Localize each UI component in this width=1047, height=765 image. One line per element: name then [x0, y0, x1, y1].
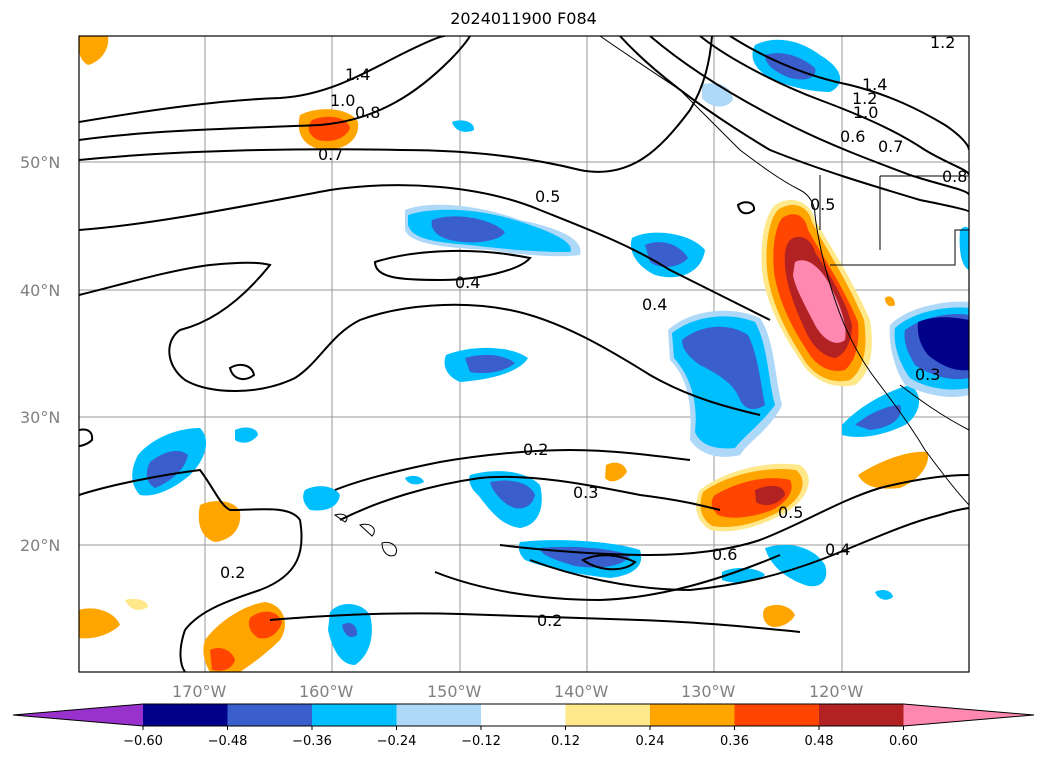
colorbar-extend-min: [13, 704, 143, 726]
colorbar-segment: [227, 704, 313, 726]
lat-label: 50°N: [20, 153, 60, 172]
contour-label: 0.5: [810, 195, 835, 214]
colorbar-tick-label: 0.12: [551, 734, 580, 749]
colorbar-tick-label: 0.60: [889, 734, 918, 749]
longitude-labels: 170°W 160°W 150°W 140°W 130°W 120°W: [172, 682, 864, 701]
contour-label: 0.2: [537, 611, 562, 630]
colorbar-segment: [650, 704, 735, 726]
lon-label: 130°W: [681, 682, 736, 701]
colorbar-segment: [734, 704, 820, 726]
lat-label: 20°N: [20, 536, 60, 555]
lon-label: 160°W: [299, 682, 354, 701]
colorbar-segment: [565, 704, 651, 726]
negative-anomaly-areas: [132, 39, 969, 665]
map-title: 2024011900 F084: [450, 9, 597, 28]
colorbar-segment: [819, 704, 904, 726]
colorbar-tick-label: 0.48: [805, 734, 834, 749]
contour-label: 0.2: [220, 563, 245, 582]
contour-lines: [79, 36, 969, 672]
contour-label: 0.8: [355, 103, 380, 122]
colorbar-segment: [312, 704, 397, 726]
positive-anomaly-areas: [79, 36, 929, 672]
lat-label: 30°N: [20, 408, 60, 427]
contour-label: 0.3: [915, 365, 940, 384]
lon-label: 170°W: [172, 682, 227, 701]
contour-label: 0.7: [878, 137, 903, 156]
colorbar-tick-label: −0.12: [461, 734, 501, 749]
contour-label: 0.5: [535, 187, 560, 206]
colorbar-tick-label: −0.36: [292, 734, 332, 749]
contour-label: 0.5: [778, 503, 803, 522]
colorbar-tick-label: −0.24: [377, 734, 417, 749]
coastlines: [333, 36, 969, 557]
contour-label: 0.4: [825, 540, 850, 559]
contour-label: 0.7: [318, 145, 343, 164]
lat-label: 40°N: [20, 281, 60, 300]
contour-label: 1.2: [930, 33, 955, 52]
lon-label: 120°W: [809, 682, 864, 701]
contour-label: 1.2: [852, 89, 877, 108]
contour-label: 0.6: [712, 545, 737, 564]
lon-label: 150°W: [427, 682, 482, 701]
colorbar-segment: [396, 704, 482, 726]
lon-label: 140°W: [554, 682, 609, 701]
colorbar-extend-max: [903, 704, 1034, 726]
contour-label: 0.2: [523, 440, 548, 459]
map-frame: [78, 35, 970, 673]
contour-label: 0.4: [455, 273, 480, 292]
colorbar: −0.60 −0.48 −0.36 −0.24 −0.12 0.12 0.24 0.36 0.4…: [12, 703, 1035, 749]
contour-label: 1.4: [345, 65, 370, 84]
contour-label: 0.4: [642, 295, 667, 314]
colorbar-segment: [143, 704, 228, 726]
contour-label: 0.6: [840, 127, 865, 146]
colorbar-tick-label: −0.60: [123, 734, 163, 749]
colorbar-tick-label: −0.48: [208, 734, 248, 749]
colorbar-tick-label: 0.24: [636, 734, 665, 749]
contour-label: 0.8: [942, 167, 967, 186]
contour-label: 0.3: [573, 483, 598, 502]
colorbar-segment: [481, 704, 566, 726]
map-area: [79, 36, 969, 672]
contour-label: 1.0: [853, 103, 878, 122]
contour-label-group: 1.4 1.0 0.8 0.7 0.5 0.4 0.4 0.2 0.3 0.5 …: [220, 33, 967, 630]
contour-label: 1.4: [862, 75, 887, 94]
colorbar-tick-label: 0.36: [720, 734, 749, 749]
latitude-labels: 50°N 40°N 30°N 20°N: [20, 153, 60, 555]
contour-label: 1.0: [330, 91, 355, 110]
